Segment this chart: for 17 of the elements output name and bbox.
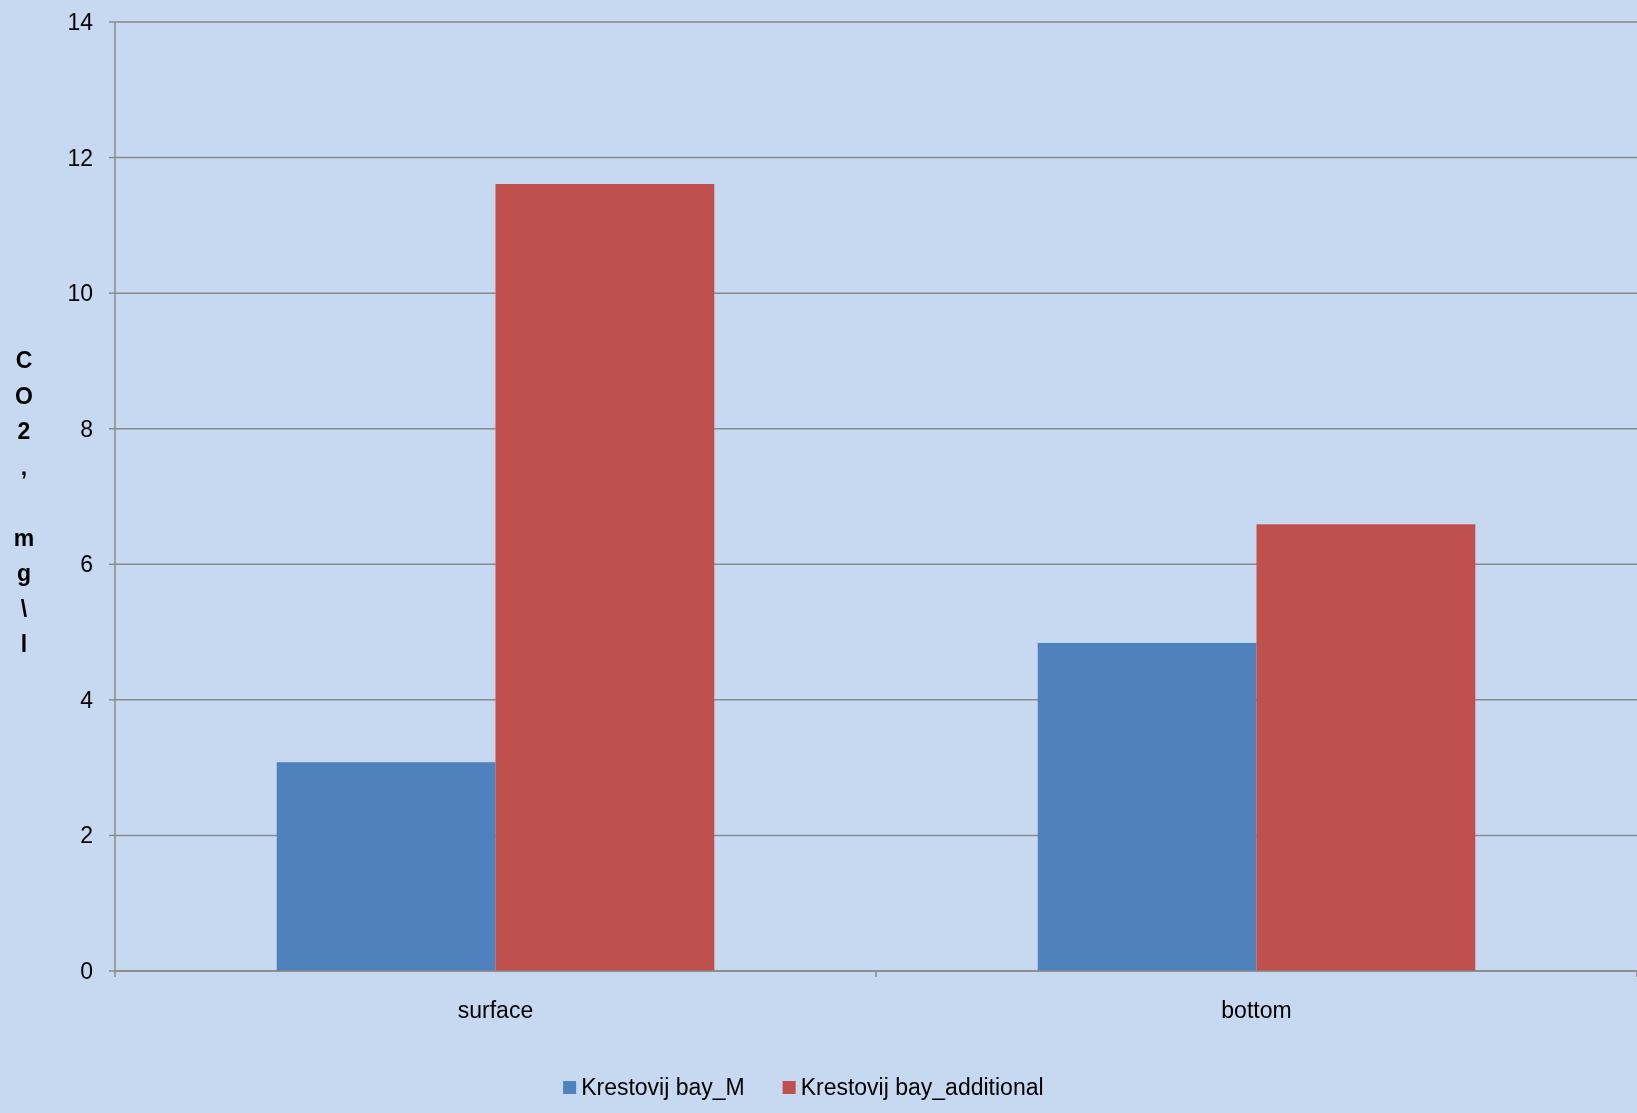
bar [1256, 524, 1476, 971]
legend-label: Krestovij bay_M [581, 1074, 745, 1100]
y-tick-label: 8 [80, 415, 93, 442]
y-tick-label: 10 [67, 280, 93, 307]
y-tick-label: 14 [67, 9, 94, 36]
y-tick-label: 0 [80, 958, 93, 985]
x-tick-label: surface [457, 997, 534, 1023]
y-tick-label: 2 [80, 822, 93, 849]
bar [1037, 642, 1257, 971]
bar [495, 184, 715, 971]
x-tick-label: bottom [1221, 997, 1292, 1023]
y-tick-label: 6 [80, 551, 93, 578]
y-tick-label: 12 [67, 144, 93, 171]
bar [276, 762, 496, 971]
y-tick-label: 4 [80, 686, 94, 713]
text: CO2, mg\l [13, 347, 35, 657]
legend-label: Krestovij bay_additional [800, 1074, 1044, 1100]
